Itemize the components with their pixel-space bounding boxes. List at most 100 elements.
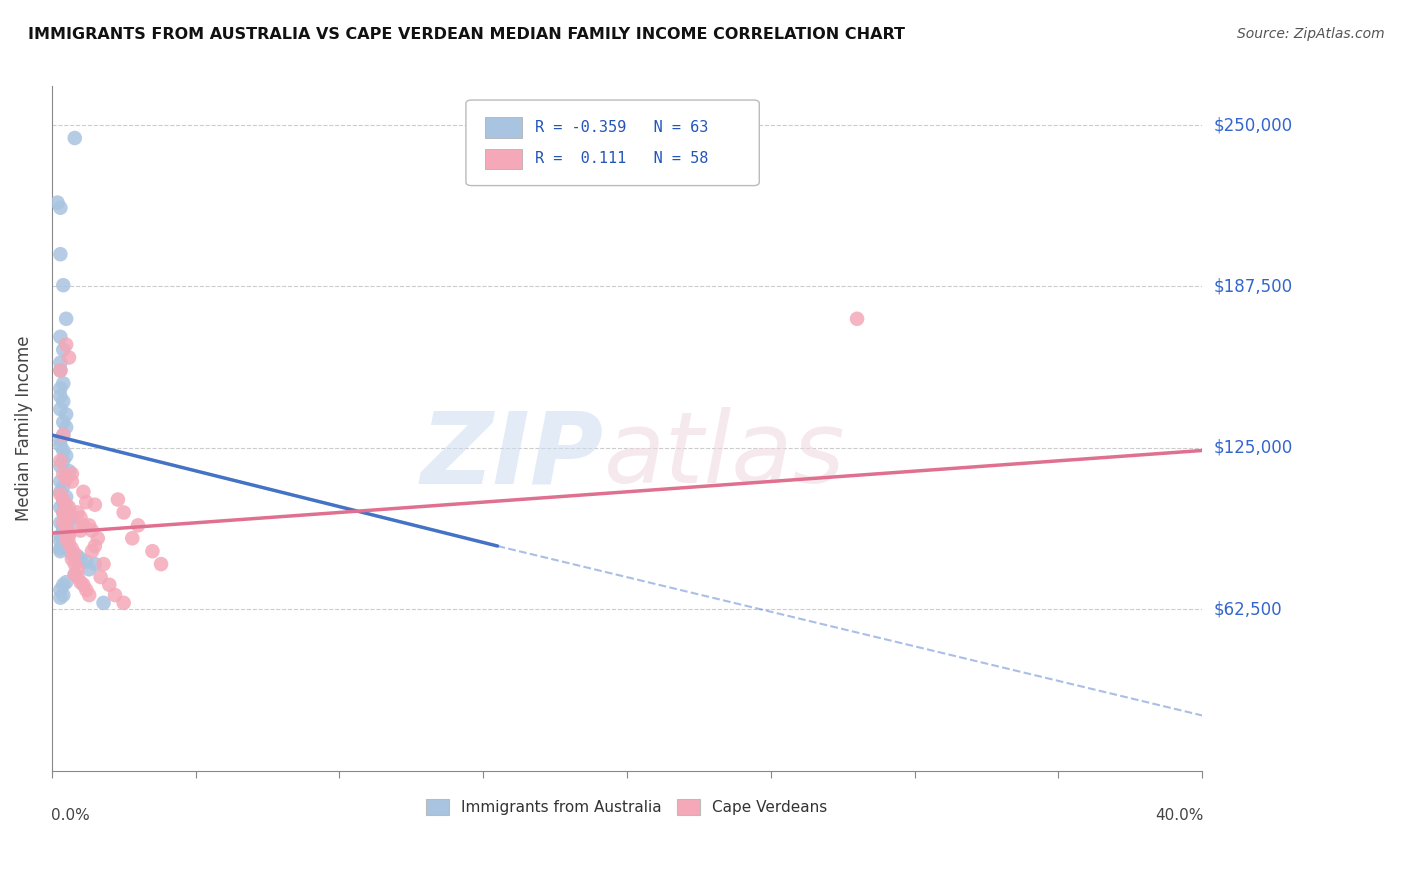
Point: [55, 508, 77, 522]
FancyBboxPatch shape: [485, 117, 522, 137]
Point: [55, 420, 77, 434]
Point: [104, 588, 127, 602]
Point: [52, 531, 75, 545]
Point: [52, 428, 75, 442]
Point: [49, 541, 72, 556]
Point: [49, 402, 72, 417]
Point: [83, 498, 105, 512]
Text: ZIP: ZIP: [420, 408, 605, 504]
Point: [49, 582, 72, 597]
Point: [60, 547, 83, 561]
Text: 40.0%: 40.0%: [1154, 808, 1204, 823]
Point: [52, 343, 75, 357]
Point: [49, 458, 72, 473]
Point: [52, 480, 75, 494]
Point: [112, 506, 135, 520]
Point: [58, 516, 80, 530]
Point: [90, 570, 112, 584]
Point: [121, 531, 143, 545]
Point: [52, 539, 75, 553]
Point: [69, 552, 91, 566]
Point: [55, 536, 77, 550]
Point: [63, 547, 86, 561]
Point: [83, 539, 105, 553]
Point: [72, 484, 94, 499]
Point: [52, 415, 75, 429]
Point: [66, 506, 89, 520]
Point: [49, 201, 72, 215]
Text: IMMIGRANTS FROM AUSTRALIA VS CAPE VERDEAN MEDIAN FAMILY INCOME CORRELATION CHART: IMMIGRANTS FROM AUSTRALIA VS CAPE VERDEA…: [28, 27, 905, 42]
Point: [52, 506, 75, 520]
Point: [66, 562, 89, 576]
Point: [49, 330, 72, 344]
FancyBboxPatch shape: [465, 100, 759, 186]
Point: [60, 475, 83, 489]
Point: [60, 510, 83, 524]
Point: [58, 526, 80, 541]
Point: [55, 469, 77, 483]
Point: [52, 521, 75, 535]
Point: [83, 557, 105, 571]
Point: [77, 588, 100, 602]
Point: [49, 438, 72, 452]
Point: [55, 531, 77, 545]
Point: [55, 526, 77, 541]
Point: [49, 516, 72, 530]
Point: [93, 596, 115, 610]
FancyBboxPatch shape: [485, 149, 522, 169]
Point: [52, 278, 75, 293]
Point: [52, 578, 75, 592]
Point: [69, 524, 91, 538]
Point: [150, 557, 173, 571]
Point: [49, 484, 72, 499]
Point: [58, 351, 80, 365]
Text: $125,000: $125,000: [1213, 439, 1292, 457]
Point: [55, 518, 77, 533]
Point: [107, 492, 129, 507]
Point: [58, 529, 80, 543]
Point: [87, 531, 110, 545]
Point: [80, 544, 103, 558]
Point: [58, 510, 80, 524]
Point: [55, 524, 77, 538]
Point: [52, 506, 75, 520]
Point: [72, 518, 94, 533]
Text: R =  0.111   N = 58: R = 0.111 N = 58: [534, 152, 709, 167]
Point: [52, 492, 75, 507]
Point: [55, 407, 77, 421]
Point: [69, 575, 91, 590]
Point: [52, 443, 75, 458]
Point: [55, 472, 77, 486]
Point: [52, 521, 75, 535]
Point: [49, 433, 72, 447]
Point: [77, 518, 100, 533]
Point: [49, 533, 72, 548]
Point: [52, 428, 75, 442]
Point: [49, 363, 72, 377]
Point: [49, 356, 72, 370]
Text: $187,500: $187,500: [1213, 277, 1292, 295]
Point: [75, 555, 97, 569]
Point: [112, 596, 135, 610]
Point: [141, 544, 163, 558]
Point: [52, 467, 75, 481]
Point: [72, 578, 94, 592]
Point: [55, 490, 77, 504]
Point: [93, 557, 115, 571]
Point: [46, 195, 69, 210]
Point: [69, 510, 91, 524]
Legend: Immigrants from Australia, Cape Verdeans: Immigrants from Australia, Cape Verdeans: [420, 793, 834, 822]
Point: [49, 475, 72, 489]
Y-axis label: Median Family Income: Median Family Income: [15, 335, 32, 521]
Point: [55, 526, 77, 541]
Text: $250,000: $250,000: [1213, 116, 1292, 134]
Point: [75, 495, 97, 509]
Text: Source: ZipAtlas.com: Source: ZipAtlas.com: [1237, 27, 1385, 41]
Point: [58, 506, 80, 520]
Point: [66, 570, 89, 584]
Point: [49, 382, 72, 396]
Point: [49, 363, 72, 377]
Point: [58, 536, 80, 550]
Point: [49, 529, 72, 543]
Point: [63, 131, 86, 145]
